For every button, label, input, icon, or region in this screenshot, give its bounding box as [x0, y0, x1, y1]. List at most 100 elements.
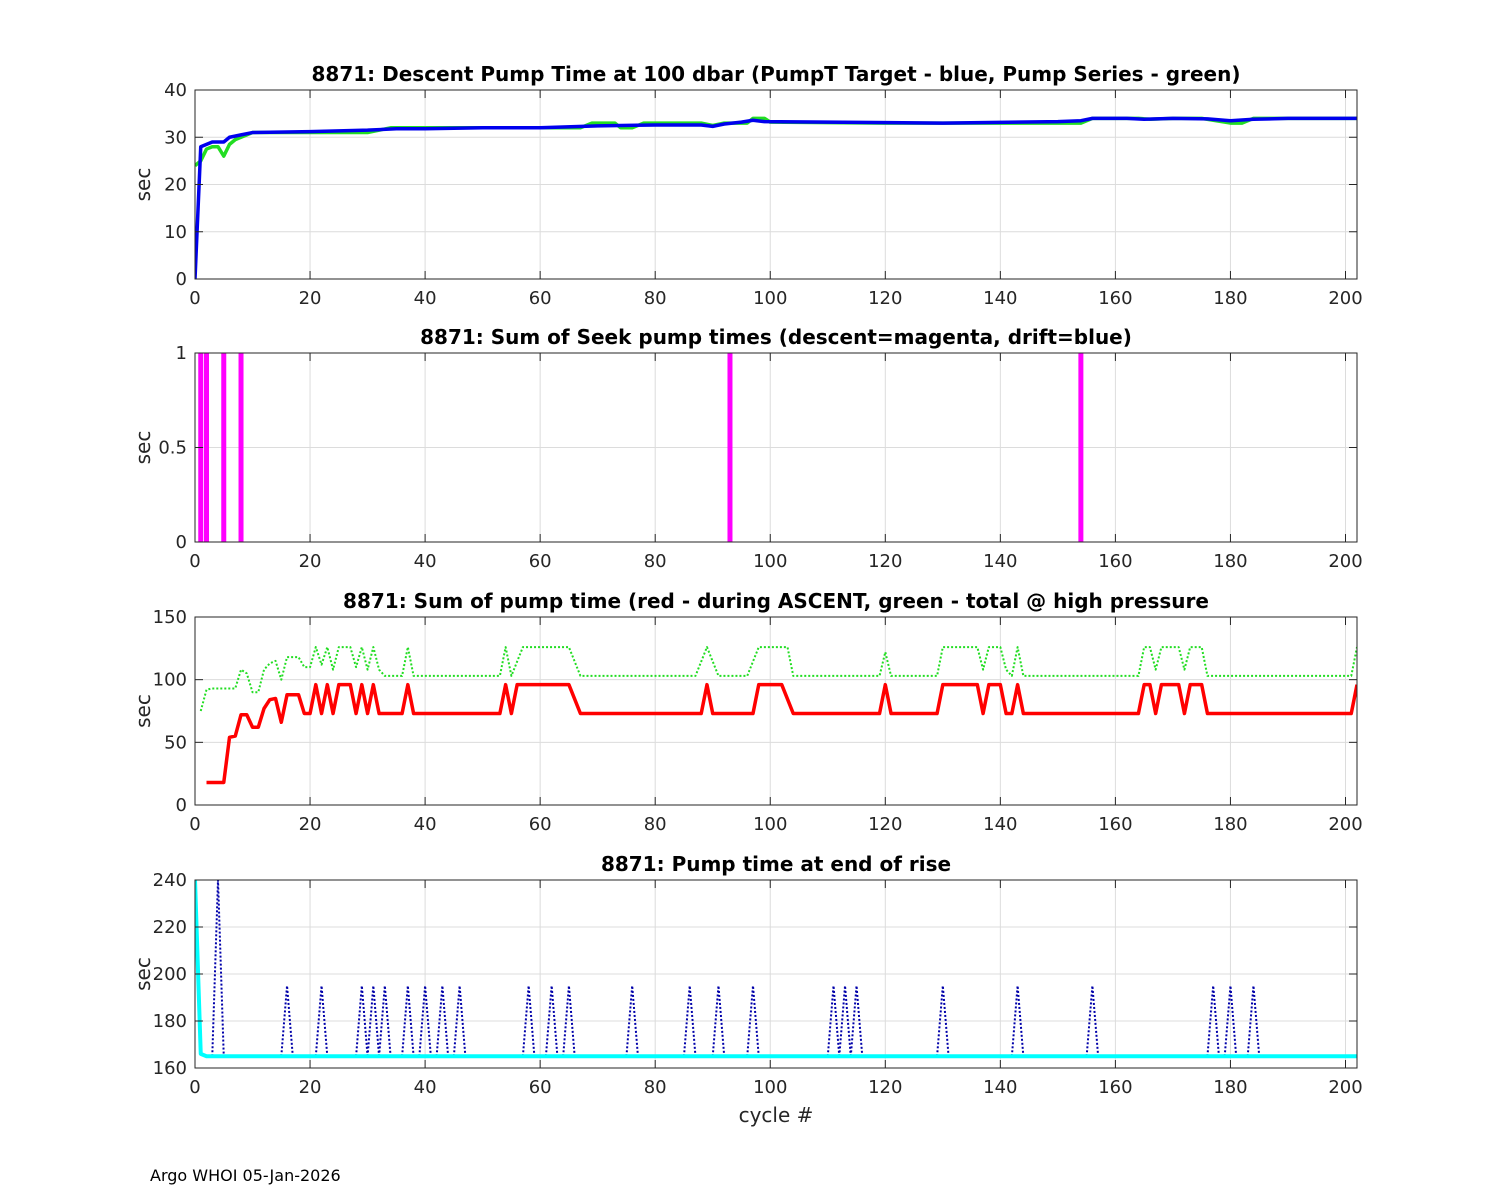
x-tick-label: 0 [189, 814, 200, 835]
y-tick-label: 40 [164, 80, 187, 101]
y-tick-label: 0 [176, 795, 187, 816]
y-tick-label: 160 [153, 1058, 187, 1079]
spike-mark [1085, 985, 1100, 1057]
x-tick-label: 80 [644, 551, 667, 572]
footer-credit: Argo WHOI 05-Jan-2026 [150, 1166, 341, 1185]
x-tick-label: 160 [1098, 814, 1132, 835]
x-tick-label: 20 [299, 551, 322, 572]
x-tick-label: 40 [414, 1077, 437, 1098]
spike-mark [280, 985, 294, 1057]
x-tick-label: 60 [529, 551, 552, 572]
x-tick-label: 80 [644, 1077, 667, 1098]
x-tick-label: 140 [983, 288, 1017, 309]
x-tick-label: 100 [753, 814, 787, 835]
x-tick-label: 200 [1328, 288, 1362, 309]
series-line-cyan [195, 879, 1357, 1059]
spike-mark [521, 985, 536, 1057]
chart-title: 8871: Sum of pump time (red - during ASC… [343, 589, 1209, 613]
spike-mark [746, 985, 760, 1057]
series-line-blue [195, 116, 1357, 280]
spike-mark [378, 985, 392, 1057]
y-tick-label: 220 [153, 917, 187, 938]
x-tick-label: 60 [529, 814, 552, 835]
y-tick-label: 0.5 [158, 438, 187, 459]
x-tick-label: 140 [983, 1077, 1017, 1098]
x-tick-label: 100 [753, 288, 787, 309]
x-tick-label: 140 [983, 551, 1017, 572]
y-tick-label: 20 [164, 175, 187, 196]
x-tick-label: 200 [1328, 814, 1362, 835]
plot-area [195, 617, 1357, 805]
chart-2: 0 20 40 60 80 100 120 140 160 180 200 0 0.5 1 8871: Su… [131, 325, 1363, 572]
spike-mark [418, 985, 432, 1057]
x-tick-label: 160 [1098, 288, 1132, 309]
x-tick-label: 100 [753, 551, 787, 572]
spike-mark [544, 985, 559, 1057]
y-axis-label: sec [131, 694, 155, 728]
x-tick-label: 120 [868, 1077, 902, 1098]
series-line-red [206, 682, 1357, 785]
x-tick-label: 120 [868, 551, 902, 572]
chart-title: 8871: Pump time at end of rise [601, 852, 951, 876]
x-tick-label: 200 [1328, 551, 1362, 572]
spike-mark [1010, 985, 1025, 1057]
x-tick-label: 180 [1213, 288, 1247, 309]
y-axis-label: sec [131, 431, 155, 465]
y-tick-label: 200 [153, 964, 187, 985]
spike-mark [1206, 985, 1220, 1057]
x-tick-label: 160 [1098, 1077, 1132, 1098]
x-tick-label: 40 [414, 551, 437, 572]
series-line-green [199, 646, 1357, 712]
data-layer [199, 646, 1357, 785]
y-tick-label: 100 [153, 670, 187, 691]
x-tick-label: 140 [983, 814, 1017, 835]
x-tick-label: 40 [414, 814, 437, 835]
spike-mark [682, 985, 697, 1057]
x-tick-label: 20 [299, 814, 322, 835]
x-tick-label: 180 [1213, 551, 1247, 572]
y-axis-label: sec [131, 957, 155, 991]
x-tick-label: 160 [1098, 551, 1132, 572]
x-tick-label: 200 [1328, 1077, 1362, 1098]
spike-mark [435, 985, 450, 1057]
chart-1: 0 20 40 60 80 100 120 140 160 180 200 0 10 20 30 40 8871… [131, 62, 1363, 309]
y-tick-label: 1 [176, 343, 187, 364]
x-tick-label: 0 [189, 288, 200, 309]
spike-mark [849, 985, 864, 1057]
spike-mark [314, 985, 329, 1057]
spike-mark [936, 985, 950, 1057]
spike-mark [625, 985, 639, 1057]
spike-mark [355, 985, 369, 1057]
x-tick-label: 180 [1213, 814, 1247, 835]
data-layer [195, 879, 1357, 1059]
x-tick-label: 20 [299, 288, 322, 309]
y-axis-label: sec [131, 168, 155, 202]
y-tick-label: 0 [176, 532, 187, 553]
axes-frame [194, 616, 1358, 806]
x-tick-label: 0 [189, 551, 200, 572]
x-tick-label: 80 [644, 814, 667, 835]
chart-3: 0 20 40 60 80 100 120 140 160 180 200 0 50 100 150 8871… [131, 589, 1363, 835]
data-layer [195, 116, 1357, 280]
chart-title: 8871: Sum of Seek pump times (descent=ma… [420, 325, 1132, 349]
x-tick-label: 60 [529, 1077, 552, 1098]
x-tick-label: 120 [868, 814, 902, 835]
x-tick-label: 180 [1213, 1077, 1247, 1098]
spike-mark [711, 985, 726, 1057]
x-tick-label: 60 [529, 288, 552, 309]
y-tick-label: 240 [153, 870, 187, 891]
spike-mark [401, 985, 415, 1057]
x-tick-label: 40 [414, 288, 437, 309]
spike-mark [826, 985, 841, 1057]
y-tick-label: 0 [176, 269, 187, 290]
x-axis-label: cycle # [739, 1103, 814, 1127]
x-tick-label: 120 [868, 288, 902, 309]
chart-title: 8871: Descent Pump Time at 100 dbar (Pum… [312, 62, 1241, 86]
x-tick-label: 0 [189, 1077, 200, 1098]
x-tick-label: 80 [644, 288, 667, 309]
y-tick-label: 10 [164, 222, 187, 243]
x-tick-label: 20 [299, 1077, 322, 1098]
spike-mark [1223, 985, 1238, 1057]
y-tick-label: 150 [153, 607, 187, 628]
